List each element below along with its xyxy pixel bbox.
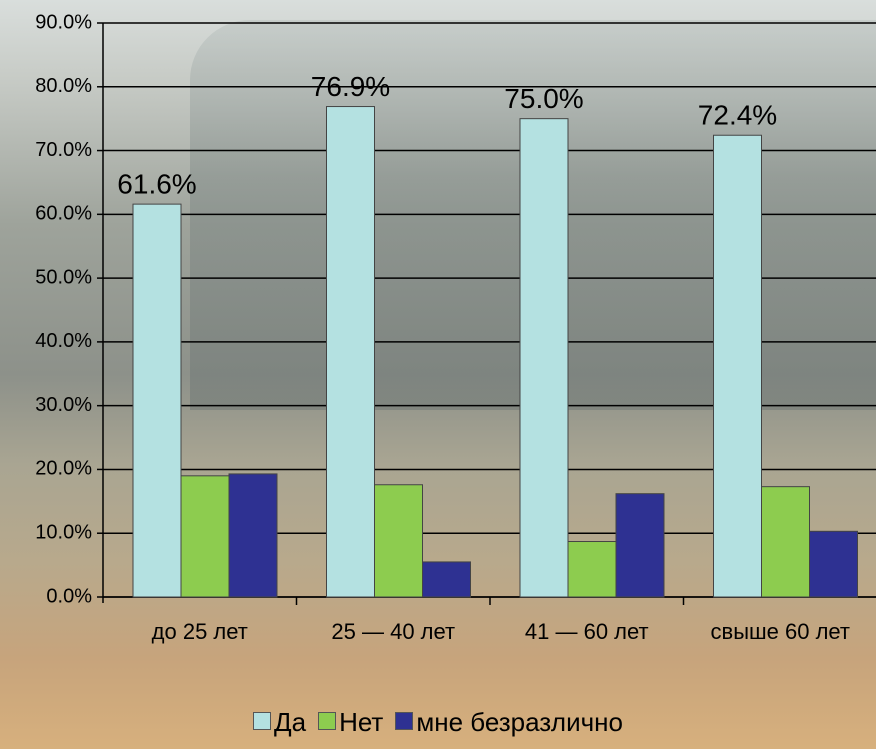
legend-entry: Да xyxy=(252,707,307,738)
value-label: 75.0% xyxy=(504,83,583,114)
bar xyxy=(422,561,471,598)
bar xyxy=(567,541,617,598)
y-tick-label: 90.0% xyxy=(35,11,92,33)
bar xyxy=(713,134,762,598)
value-label: 76.9% xyxy=(311,71,390,102)
value-label: 61.6% xyxy=(117,169,196,200)
y-tick-label: 50.0% xyxy=(35,266,92,288)
legend-swatch xyxy=(318,712,337,730)
legend-entry: мне безразлично xyxy=(395,707,623,738)
value-label: 72.4% xyxy=(698,100,777,131)
bar xyxy=(180,475,230,598)
y-tick-label: 0.0% xyxy=(46,585,92,607)
bar xyxy=(132,203,182,598)
y-tick-label: 70.0% xyxy=(35,139,92,161)
x-tick-label: свыше 60 лет xyxy=(710,619,851,644)
bar xyxy=(519,118,569,598)
bar xyxy=(228,473,278,598)
y-tick-label: 10.0% xyxy=(35,522,92,544)
bar xyxy=(326,106,375,598)
legend-swatch xyxy=(252,712,271,730)
bar xyxy=(761,486,810,598)
y-tick-label: 20.0% xyxy=(35,458,92,480)
y-tick-label: 60.0% xyxy=(35,203,92,225)
y-tick-label: 80.0% xyxy=(35,75,92,97)
bar xyxy=(374,484,423,598)
x-tick-label: 41 — 60 лет xyxy=(524,619,649,644)
x-tick-label: до 25 лет xyxy=(151,619,248,644)
legend: Да Нет мне безразлично xyxy=(0,707,876,738)
bar xyxy=(615,493,665,598)
y-tick-label: 40.0% xyxy=(35,330,92,352)
legend-label: Да xyxy=(273,707,307,737)
bar xyxy=(809,530,858,598)
legend-swatch xyxy=(395,712,414,730)
x-tick-label: 25 — 40 лет xyxy=(331,619,456,644)
y-tick-label: 30.0% xyxy=(35,394,92,416)
legend-label: Нет xyxy=(339,707,384,737)
legend-entry: Нет xyxy=(318,707,383,738)
legend-label: мне безразлично xyxy=(416,707,623,737)
